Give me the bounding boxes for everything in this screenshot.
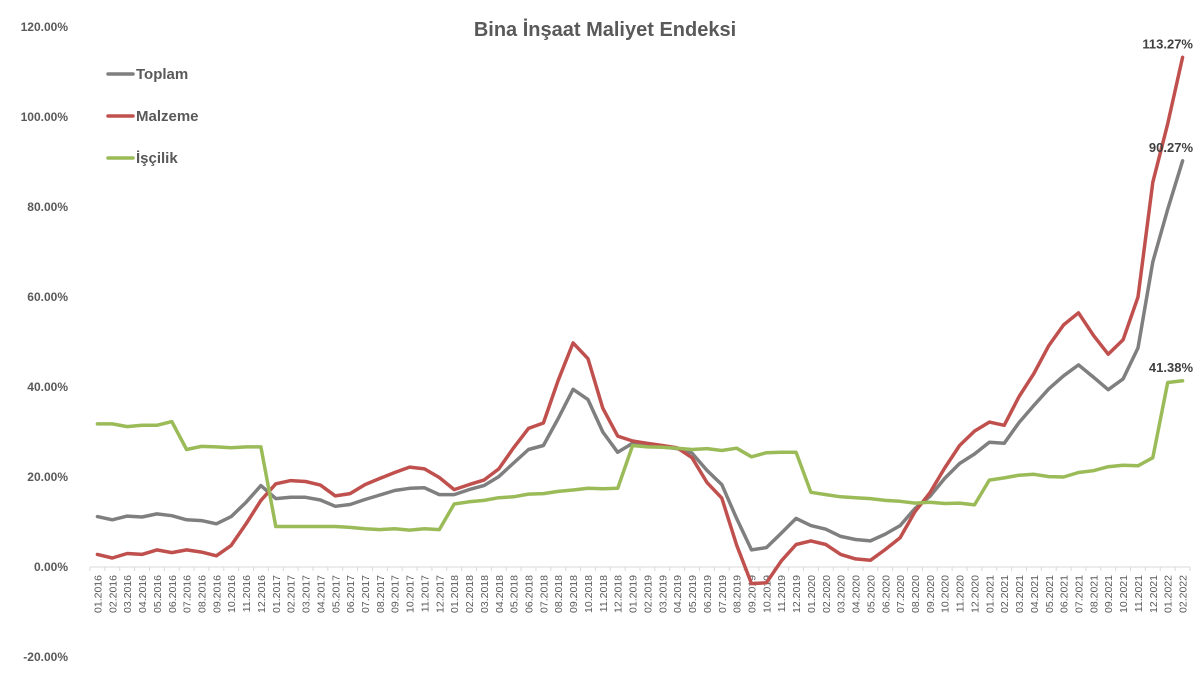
x-tick-label: 05.2018 (509, 575, 521, 613)
x-tick-label: 10.2018 (583, 575, 595, 613)
x-tick-label: 06.2020 (880, 575, 892, 613)
x-tick-label: 01.2018 (449, 575, 461, 613)
x-axis: 01.2016 02.2016 03.2016 04.2016 05.2016 06.20… (89, 567, 1191, 613)
x-tick-label: 04.2017 (315, 575, 327, 613)
legend: Toplam Malzeme İşçilik (106, 66, 199, 167)
y-tick-label: 0.00% (34, 560, 68, 574)
x-tick-label: 04.2018 (494, 575, 506, 613)
y-axis: -20.00% 0.00% 20.00% 40.00% 60.00% 80.00% 100.… (21, 20, 69, 664)
x-tick-label: 11.2017 (419, 575, 431, 612)
x-tick-label: 03.2021 (1014, 575, 1026, 613)
y-tick-label: -20.00% (23, 650, 68, 664)
series-lines (95, 55, 1185, 586)
series-line-malzeme (95, 55, 1185, 586)
x-tick-label: 06.2017 (345, 575, 357, 613)
x-tick-label: 11.2019 (776, 575, 788, 612)
x-tick-label: 10.2021 (1118, 575, 1130, 613)
y-tick-label: 40.00% (27, 380, 68, 394)
x-tick-label: 02.2022 (1178, 575, 1190, 613)
x-tick-label: 03.2019 (657, 575, 669, 613)
end-value-labels: 113.27% 90.27% 41.38% (1142, 36, 1193, 375)
x-tick-label: 04.2016 (137, 575, 149, 613)
y-tick-label: 120.00% (21, 20, 69, 34)
x-tick-label: 01.2020 (806, 575, 818, 613)
y-tick-label: 60.00% (27, 290, 68, 304)
x-tick-label: 12.2016 (256, 575, 268, 613)
x-tick-label: 04.2020 (851, 575, 863, 613)
x-tick-label: 03.2017 (301, 575, 313, 613)
x-tick-label: 05.2019 (687, 575, 699, 613)
x-tick-label: 08.2019 (732, 575, 744, 613)
x-tick-label: 12.2021 (1148, 575, 1160, 613)
x-tick-label: 07.2020 (895, 575, 907, 613)
x-tick-label: 02.2017 (286, 575, 298, 613)
legend-label: Toplam (136, 66, 188, 83)
x-tick-label: 07.2016 (182, 575, 194, 613)
y-tick-label: 80.00% (27, 200, 68, 214)
x-tick-label: 07.2018 (538, 575, 550, 613)
x-tick-label: 12.2019 (791, 575, 803, 613)
x-tick-label: 02.2021 (999, 575, 1011, 613)
end-value-label: 41.38% (1149, 360, 1194, 375)
x-tick-label: 11.2020 (955, 575, 967, 612)
x-tick-label: 09.2018 (568, 575, 580, 613)
x-tick-label: 12.2018 (613, 575, 625, 613)
y-tick-label: 100.00% (21, 110, 69, 124)
x-tick-label: 10.2020 (940, 575, 952, 613)
x-tick-label: 08.2021 (1088, 575, 1100, 613)
x-tick-label: 03.2020 (836, 575, 848, 613)
x-tick-label: 09.2020 (925, 575, 937, 613)
x-tick-label: 03.2018 (479, 575, 491, 613)
x-tick-label: 01.2017 (271, 575, 283, 613)
x-tick-label: 10.2016 (226, 575, 238, 613)
x-tick-label: 01.2021 (984, 575, 996, 613)
x-tick-label: 12.2017 (434, 575, 446, 613)
x-tick-label: 05.2020 (865, 575, 877, 613)
x-tick-label: 11.2016 (241, 575, 253, 612)
x-tick-label: 02.2018 (464, 575, 476, 613)
end-value-label: 113.27% (1142, 36, 1193, 51)
x-tick-label: 05.2021 (1044, 575, 1056, 613)
x-tick-label: 05.2016 (152, 575, 164, 613)
x-tick-label: 09.2019 (746, 575, 758, 613)
x-tick-label: 09.2021 (1103, 575, 1115, 613)
x-tick-label: 05.2017 (330, 575, 342, 613)
x-tick-label: 11.2018 (598, 575, 610, 612)
x-tick-label: 11.2021 (1133, 575, 1145, 612)
x-tick-label: 08.2017 (375, 575, 387, 613)
x-tick-label: 08.2018 (553, 575, 565, 613)
x-tick-label: 08.2020 (910, 575, 922, 613)
y-tick-label: 20.00% (27, 470, 68, 484)
x-tick-label: 04.2021 (1029, 575, 1041, 613)
x-tick-label: 02.2019 (642, 575, 654, 613)
x-tick-label: 07.2019 (717, 575, 729, 613)
x-tick-label: 04.2019 (672, 575, 684, 613)
x-tick-label: 07.2021 (1074, 575, 1086, 613)
x-tick-label: 10.2017 (405, 575, 417, 613)
x-tick-label: 06.2021 (1059, 575, 1071, 613)
x-tick-label: 01.2022 (1163, 575, 1175, 613)
x-tick-label: 06.2019 (702, 575, 714, 613)
x-tick-label: 09.2016 (211, 575, 223, 613)
end-value-label: 90.27% (1149, 140, 1194, 155)
x-tick-label: 07.2017 (360, 575, 372, 613)
x-tick-label: 09.2017 (390, 575, 402, 613)
x-tick-label: 12.2020 (969, 575, 981, 613)
legend-label: Malzeme (136, 108, 199, 125)
x-tick-label: 06.2016 (167, 575, 179, 613)
x-tick-label: 03.2016 (122, 575, 134, 613)
x-tick-label: 01.2019 (628, 575, 640, 613)
legend-label: İşçilik (136, 150, 178, 167)
series-line-i̇şçilik (95, 379, 1185, 532)
x-tick-label: 06.2018 (524, 575, 536, 613)
chart-title: Bina İnşaat Maliyet Endeksi (474, 18, 736, 41)
x-tick-label: 08.2016 (196, 575, 208, 613)
x-tick-label: 02.2016 (107, 575, 119, 613)
series-line-toplam (95, 159, 1185, 552)
x-tick-label: 01.2016 (92, 575, 104, 613)
x-tick-label: 02.2020 (821, 575, 833, 613)
